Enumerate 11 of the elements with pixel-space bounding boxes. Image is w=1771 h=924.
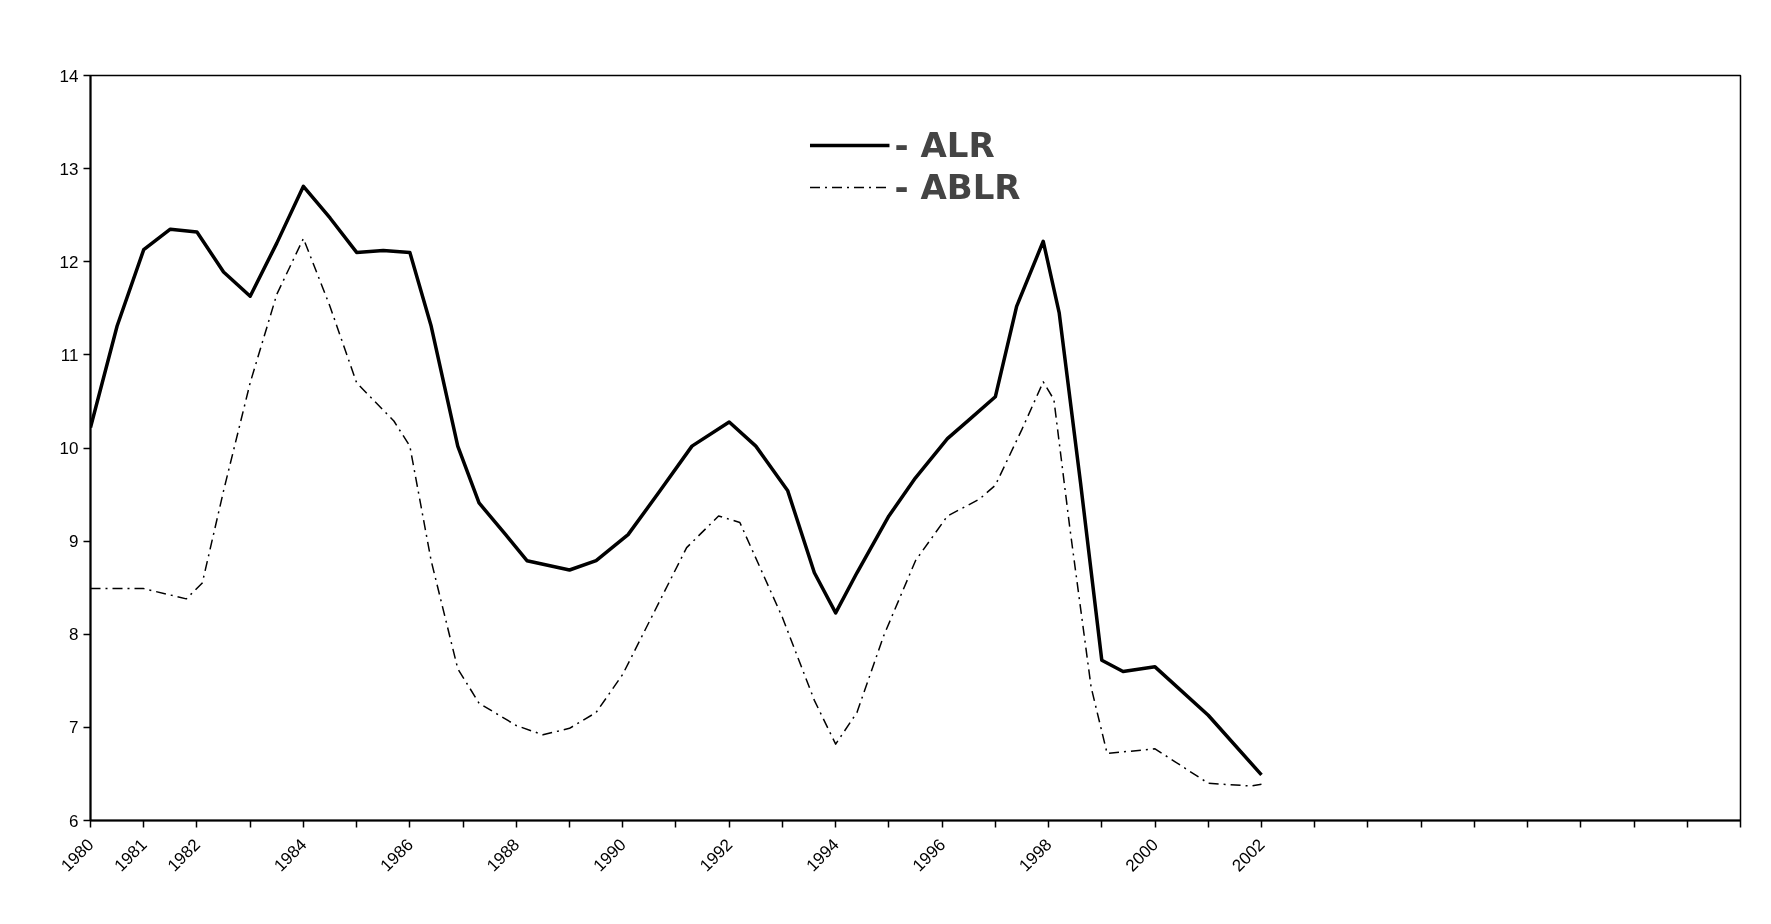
legend-label: - ALR [894, 125, 995, 165]
y-tick-label: 14 [59, 66, 79, 86]
y-tick-label: 10 [59, 439, 79, 458]
y-tick-label: 13 [59, 159, 79, 179]
y-tick-label: 9 [69, 532, 79, 552]
y-tick-label: 8 [69, 625, 79, 645]
y-tick-label: 11 [60, 345, 79, 365]
y-tick-label: 12 [59, 252, 79, 272]
y-tick-label: 6 [69, 811, 79, 831]
legend-label: - ABLR [894, 167, 1021, 207]
y-tick-label: 7 [69, 718, 79, 738]
